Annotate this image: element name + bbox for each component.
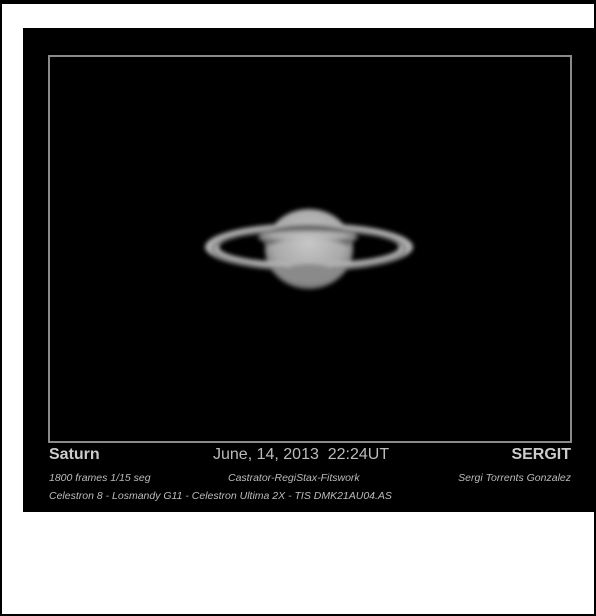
author: Sergi Torrents Gonzalez	[458, 472, 571, 484]
photo: Saturn June, 14, 2013 22:24UT SERGIT 180…	[23, 28, 595, 512]
page: Saturn June, 14, 2013 22:24UT SERGIT 180…	[0, 0, 596, 616]
equipment: Celestron 8 - Losmandy G11 - Celestron U…	[49, 490, 392, 502]
software: Castrator-RegiStax-Fitswork	[228, 472, 360, 484]
object-name: Saturn	[49, 446, 100, 464]
saturn	[205, 209, 413, 289]
saturn-image	[23, 28, 595, 512]
frames: 1800 frames 1/15 seg	[49, 472, 151, 484]
author-tag: SERGIT	[511, 446, 571, 464]
date: June, 14, 2013 22:24UT	[213, 446, 389, 464]
